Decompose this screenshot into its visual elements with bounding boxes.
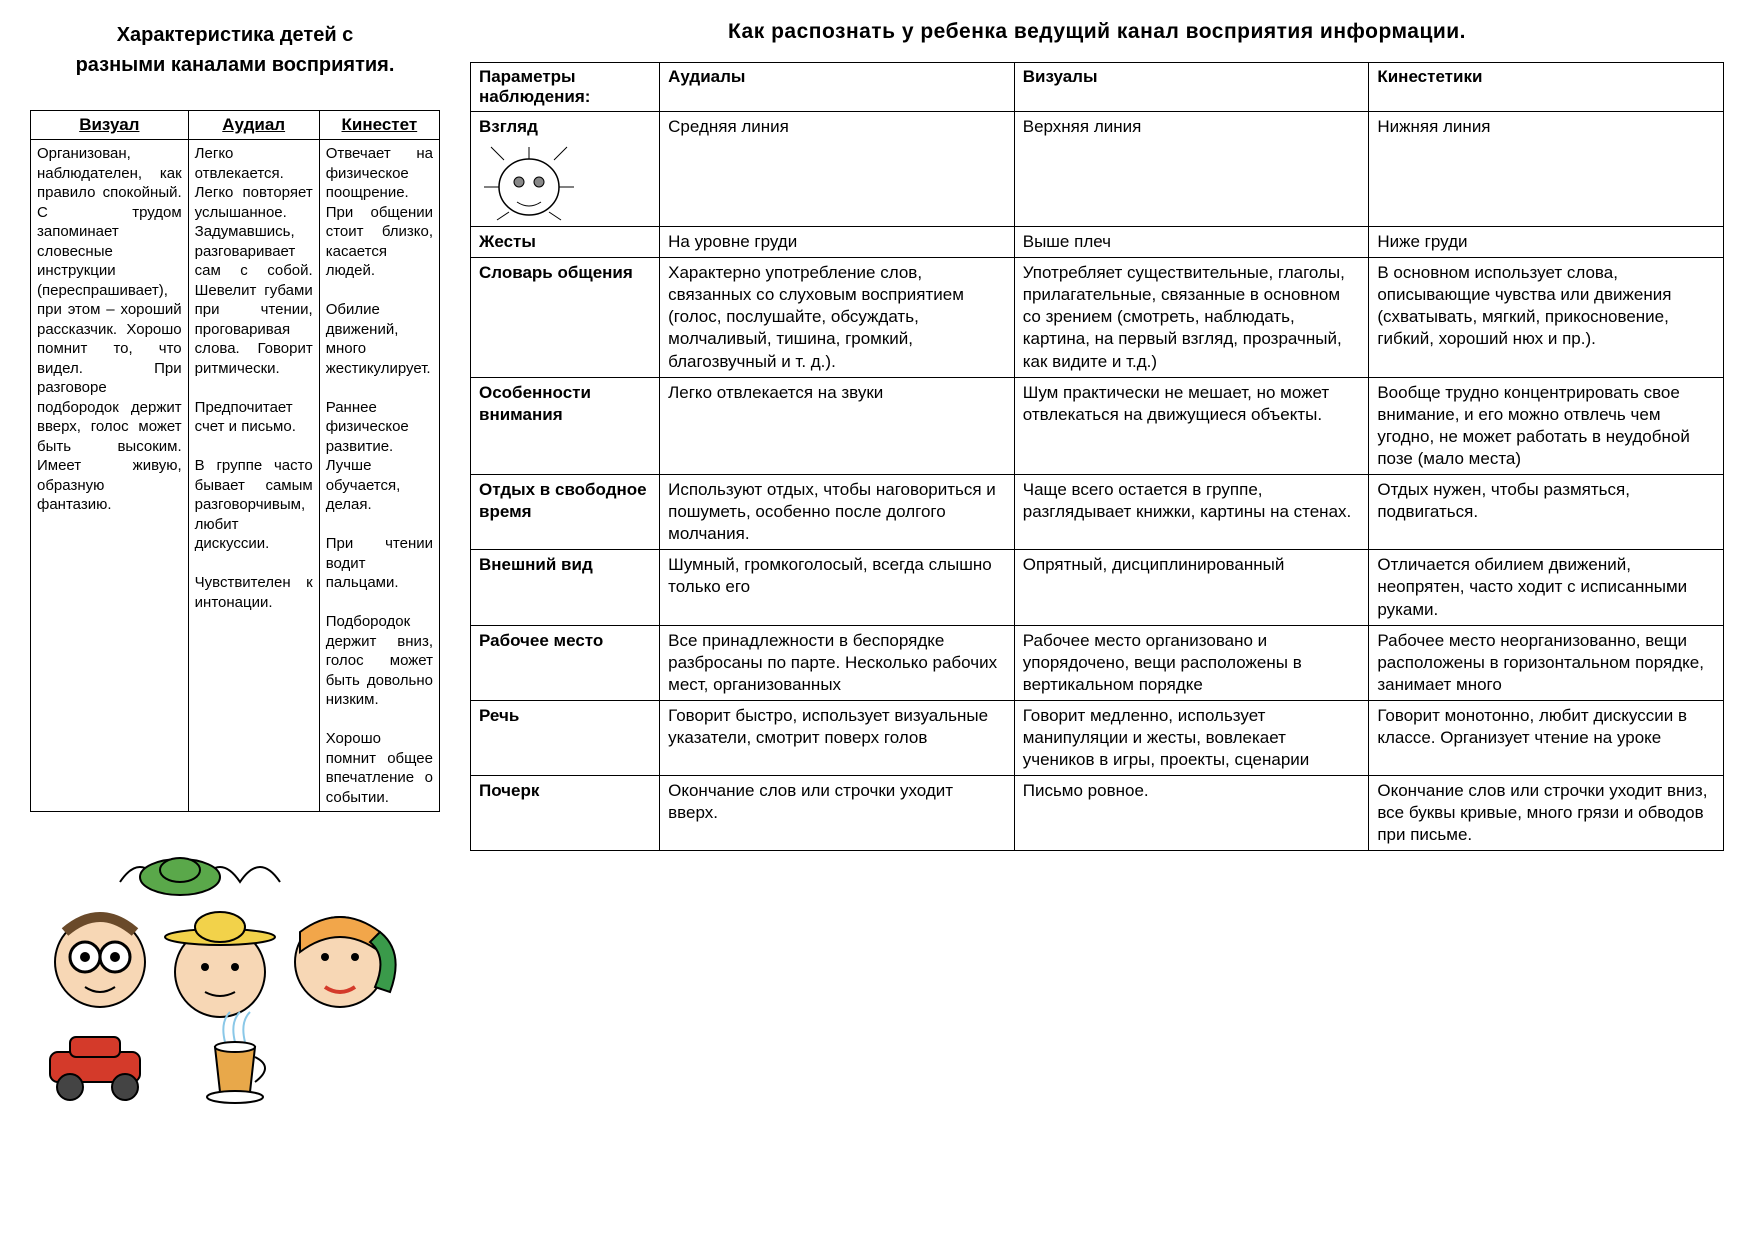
cell: Чаще всего остается в группе, разглядыва… bbox=[1014, 475, 1369, 550]
table-row: Отдых в свободное времяИспользуют отдых,… bbox=[471, 475, 1724, 550]
row-label: Отдых в свободное время bbox=[471, 475, 660, 550]
header-aud: Аудиалы bbox=[660, 63, 1015, 112]
cell: На уровне груди bbox=[660, 227, 1015, 258]
gaze-face-icon bbox=[479, 142, 579, 222]
cell: Отдых нужен, чтобы размяться, подвигатьс… bbox=[1369, 475, 1724, 550]
cell: Окончание слов или строчки уходит вниз, … bbox=[1369, 776, 1724, 851]
cell: Шумный, громкоголосый, всегда слышно тол… bbox=[660, 550, 1015, 625]
cell: Письмо ровное. bbox=[1014, 776, 1369, 851]
cell: Говорит медленно, использует манипуляции… bbox=[1014, 700, 1369, 775]
cell: Опрятный, дисциплинированный bbox=[1014, 550, 1369, 625]
recognition-table: Параметры наблюдения: Аудиалы Визуалы Ки… bbox=[470, 62, 1724, 851]
cell: Выше плеч bbox=[1014, 227, 1369, 258]
row-label: Рабочее место bbox=[471, 625, 660, 700]
row-label: Почерк bbox=[471, 776, 660, 851]
cell: Отличается обилием движений, неопрятен, … bbox=[1369, 550, 1724, 625]
cell: Говорит монотонно, любит дискуссии в кла… bbox=[1369, 700, 1724, 775]
cell: Ниже груди bbox=[1369, 227, 1724, 258]
row-label: Особенности внимания bbox=[471, 377, 660, 474]
col-header-audial: Аудиал bbox=[188, 111, 319, 140]
cell: Верхняя линия bbox=[1014, 112, 1369, 227]
cell-audial: Легко отвлекается. Легко повторяет услыш… bbox=[188, 140, 319, 812]
table-row: Особенности вниманияЛегко отвлекается на… bbox=[471, 377, 1724, 474]
cell: Окончание слов или строчки уходит вверх. bbox=[660, 776, 1015, 851]
table-row: Взгляд Средняя линияВерхняя линияНижняя … bbox=[471, 112, 1724, 227]
right-column: Как распознать у ребенка ведущий канал в… bbox=[470, 20, 1724, 1122]
left-title-line2: разными каналами восприятия. bbox=[76, 54, 395, 76]
table-row: Словарь общенияХарактерно употребление с… bbox=[471, 258, 1724, 377]
header-param: Параметры наблюдения: bbox=[471, 63, 660, 112]
cell: В основном использует слова, описывающие… bbox=[1369, 258, 1724, 377]
table-row: Внешний видШумный, громкоголосый, всегда… bbox=[471, 550, 1724, 625]
header-kin: Кинестетики bbox=[1369, 63, 1724, 112]
row-label: Внешний вид bbox=[471, 550, 660, 625]
cell: Говорит быстро, использует визуальные ук… bbox=[660, 700, 1015, 775]
cell: Средняя линия bbox=[660, 112, 1015, 227]
table-row: Рабочее местоВсе принадлежности в беспор… bbox=[471, 625, 1724, 700]
table-row: ПочеркОкончание слов или строчки уходит … bbox=[471, 776, 1724, 851]
cell: Рабочее место организовано и упорядочено… bbox=[1014, 625, 1369, 700]
left-column: Характеристика детей с разными каналами … bbox=[30, 20, 440, 1122]
table-row: ЖестыНа уровне грудиВыше плечНиже груди bbox=[471, 227, 1724, 258]
cell: Вообще трудно концентрировать свое внима… bbox=[1369, 377, 1724, 474]
cell-visual: Организован, наблюдателен, как правило с… bbox=[31, 140, 189, 812]
characteristics-table: Визуал Аудиал Кинестет Организован, набл… bbox=[30, 110, 440, 812]
cell: Легко отвлекается на звуки bbox=[660, 377, 1015, 474]
cell-kinest: Отвечает на физическое поощрение. При об… bbox=[319, 140, 439, 812]
row-label: Жесты bbox=[471, 227, 660, 258]
cell: Используют отдых, чтобы наговориться и п… bbox=[660, 475, 1015, 550]
cell: Нижняя линия bbox=[1369, 112, 1724, 227]
row-label: Взгляд bbox=[471, 112, 660, 227]
col-header-visual: Визуал bbox=[31, 111, 189, 140]
cell: Характерно употребление слов, связанных … bbox=[660, 258, 1015, 377]
cell: Употребляет существительные, глаголы, пр… bbox=[1014, 258, 1369, 377]
row-label: Речь bbox=[471, 700, 660, 775]
left-title-line1: Характеристика детей с bbox=[117, 24, 354, 46]
cell: Шум практически не мешает, но может отвл… bbox=[1014, 377, 1369, 474]
left-title: Характеристика детей с разными каналами … bbox=[30, 20, 440, 80]
cell: Рабочее место неорганизованно, вещи расп… bbox=[1369, 625, 1724, 700]
right-title: Как распознать у ребенка ведущий канал в… bbox=[470, 20, 1724, 44]
illustration bbox=[30, 842, 410, 1122]
row-label: Словарь общения bbox=[471, 258, 660, 377]
cell: Все принадлежности в беспорядке разброса… bbox=[660, 625, 1015, 700]
table-row: РечьГоворит быстро, использует визуальны… bbox=[471, 700, 1724, 775]
header-vis: Визуалы bbox=[1014, 63, 1369, 112]
col-header-kinest: Кинестет bbox=[319, 111, 439, 140]
